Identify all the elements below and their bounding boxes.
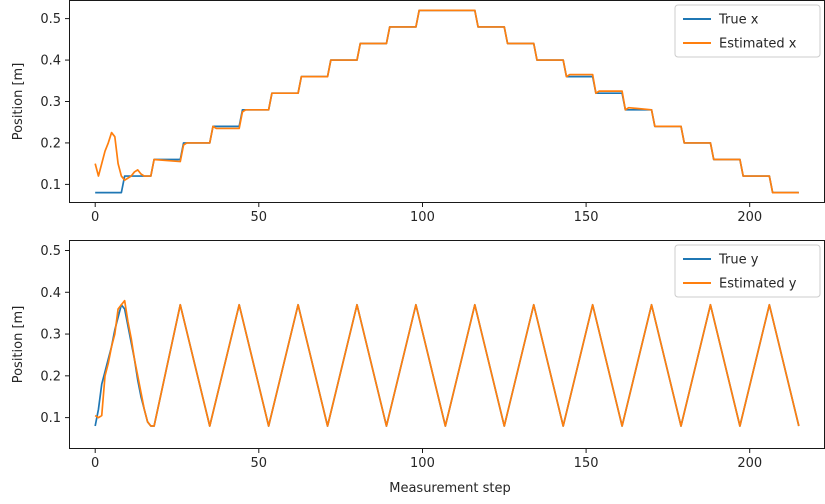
y-tick-label: 0.1 (40, 178, 61, 193)
y-tick-label: 0.4 (40, 54, 61, 69)
x-tick-label: 100 (410, 456, 435, 471)
legend: True x Estimated x (674, 4, 821, 58)
x-tick-label: 50 (251, 210, 268, 225)
legend-box (674, 244, 821, 298)
series-line-estimated (94, 299, 800, 427)
x-tick-label: 150 (574, 210, 599, 225)
legend: True y Estimated y (674, 244, 821, 298)
y-tick-label: 0.1 (40, 411, 61, 426)
x-tick-label: 100 (410, 210, 435, 225)
legend-entry-label: Estimated y (719, 277, 797, 292)
y-tick-label: 0.4 (40, 286, 61, 301)
x-tick-label: 0 (91, 456, 99, 471)
legend-entry-label: True y (718, 253, 759, 268)
x-tick-label: 200 (737, 210, 762, 225)
y-axis-label: Position [m] (11, 306, 26, 384)
y-tick-label: 0.5 (40, 12, 61, 27)
y-tick-label: 0.2 (40, 136, 61, 151)
y-tick-label: 0.3 (40, 328, 61, 343)
x-axis-label: Measurement step (389, 481, 511, 496)
y-plot: 0 50 100 150 200 0.1 0.2 0.3 0.4 0.5 Position [m] M… (11, 240, 825, 496)
legend-entry-label: Estimated x (719, 37, 797, 52)
x-tick-label: 150 (574, 456, 599, 471)
y-tick-label: 0.2 (40, 369, 61, 384)
legend-entry-label: True x (718, 13, 759, 28)
series-line-estimated (94, 9, 799, 194)
y-tick-label: 0.5 (40, 244, 61, 259)
x-plot: 0 50 100 150 200 0.1 0.2 0.3 0.4 0.5 Position [m] T… (11, 0, 825, 225)
series-line-true (94, 303, 800, 427)
legend-box (674, 4, 821, 58)
x-tick-label: 50 (251, 456, 268, 471)
y-axis-label: Position [m] (11, 63, 26, 141)
y-tick-label: 0.3 (40, 95, 61, 110)
x-tick-label: 0 (91, 210, 99, 225)
x-tick-label: 200 (737, 456, 762, 471)
